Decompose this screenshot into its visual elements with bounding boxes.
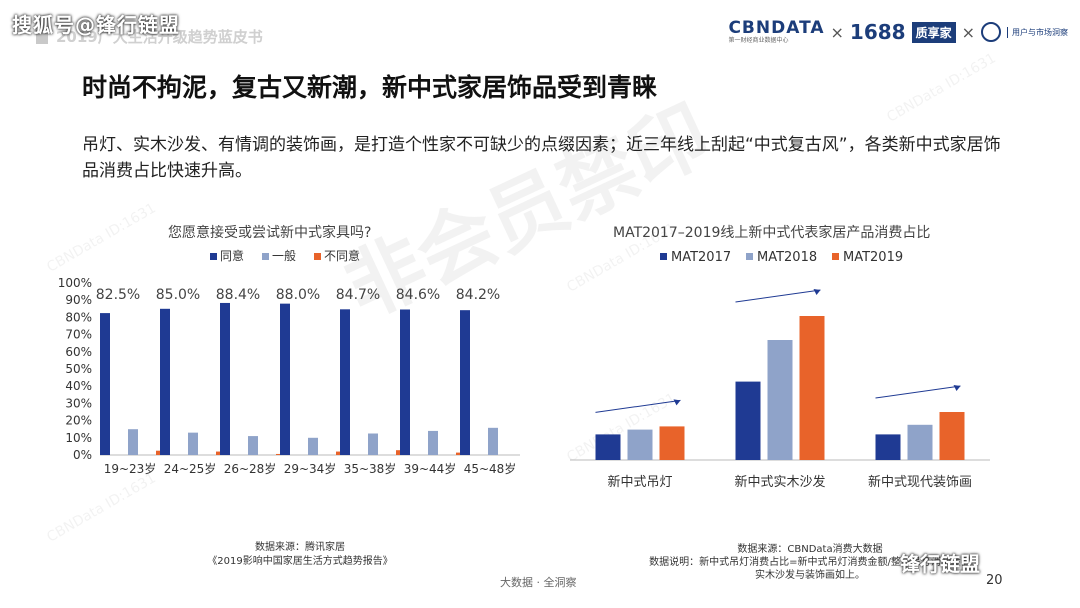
- logo-1688: 1688: [849, 20, 906, 44]
- left-chart: 同意 一般 不同意 0% 10% 20% 30% 40% 50% 60% 70% 80% 90% 100%…: [58, 248, 520, 476]
- page-title: 时尚不拘泥，复古又新潮，新中式家居饰品受到青睐: [82, 73, 658, 102]
- legend-label: 同意: [220, 248, 244, 263]
- y-tick-label: 10%: [65, 431, 92, 445]
- x-tick-label: 39~44岁: [404, 461, 457, 476]
- legend-swatch: [832, 253, 839, 260]
- y-tick-label: 90%: [65, 293, 92, 307]
- y-tick-label: 60%: [65, 345, 92, 359]
- legend-swatch: [660, 253, 667, 260]
- data-label: 84.6%: [396, 287, 440, 303]
- x-tick-label: 新中式实木沙发: [734, 474, 825, 490]
- page-number: 20: [986, 573, 1003, 588]
- times-icon: ×: [961, 22, 975, 42]
- bar-一般: [188, 432, 198, 455]
- x-tick-label: 45~48岁: [464, 461, 517, 476]
- x-tick-label: 新中式现代装饰画: [868, 474, 972, 490]
- cbndata-logo-text: CBNDATA: [728, 18, 825, 38]
- trend-arrow-line: [875, 385, 961, 399]
- left-source-line1: 数据来源：腾讯家居: [255, 542, 345, 553]
- cbndata-logo: CBNDATA 第一财经商业数据中心: [728, 18, 825, 45]
- bar-MAT2018: [627, 429, 653, 460]
- data-label: 88.0%: [276, 287, 320, 303]
- bar-一般: [428, 430, 438, 455]
- bar-同意: [460, 310, 470, 455]
- y-tick-label: 70%: [65, 328, 92, 342]
- legend-label: MAT2019: [843, 250, 903, 265]
- user-insight-logo: 用户与市场洞察: [1007, 26, 1068, 38]
- footer-tagline: 大数据 · 全洞察: [500, 576, 577, 589]
- trend-arrow-head: [953, 385, 961, 391]
- bar-同意: [160, 308, 170, 455]
- zhixiangjia-logo: 质享家: [911, 21, 956, 43]
- bar-同意: [340, 309, 350, 455]
- legend-swatch: [314, 253, 321, 260]
- bar-同意: [400, 309, 410, 455]
- report-title: 2019广大生活升级趋势蓝皮书: [56, 28, 263, 46]
- trend-arrow-line: [595, 399, 681, 413]
- right-chart-title: MAT2017–2019线上新中式代表家居产品消费占比: [613, 225, 931, 241]
- x-tick-label: 35~38岁: [344, 461, 397, 476]
- bar-同意: [220, 302, 230, 455]
- left-source-line2: 《2019影响中国家居生活方式趋势报告》: [207, 556, 393, 567]
- data-label: 88.4%: [216, 287, 260, 303]
- y-tick-label: 30%: [65, 396, 92, 410]
- trend-arrow-line: [735, 289, 821, 303]
- y-tick-label: 80%: [65, 310, 92, 324]
- legend-label: MAT2017: [671, 250, 731, 265]
- x-tick-label: 新中式吊灯: [607, 474, 672, 490]
- data-label: 84.7%: [336, 287, 380, 303]
- page-description: 吊灯、实木沙发、有情调的装饰画，是打造个性家不可缺少的点缀因素；近三年线上刮起“…: [82, 135, 1001, 181]
- legend-label: MAT2018: [757, 250, 817, 265]
- bar-一般: [308, 437, 318, 455]
- right-source-line3: 实木沙发与装饰画如上。: [755, 570, 865, 581]
- legend-label: 一般: [272, 248, 296, 263]
- bar-MAT2018: [907, 424, 933, 460]
- left-chart-title: 您愿意接受或尝试新中式家具吗?: [168, 225, 372, 241]
- bar-一般: [128, 429, 138, 455]
- id-watermark: CBNData ID:1631: [884, 50, 999, 126]
- bar-同意: [100, 313, 110, 455]
- data-label: 84.2%: [456, 287, 500, 303]
- right-source-line2: 数据说明：新中式吊灯消费占比=新中式吊灯消费金额/整体吊灯消费金额: [649, 557, 971, 568]
- data-label: 82.5%: [96, 287, 140, 303]
- bar-同意: [280, 303, 290, 455]
- x-tick-label: 24~25岁: [164, 461, 217, 476]
- bar-MAT2019: [799, 316, 825, 460]
- y-tick-label: 40%: [65, 379, 92, 393]
- cbndata-logo-sub: 第一财经商业数据中心: [728, 37, 789, 44]
- bar-MAT2018: [767, 340, 793, 460]
- bar-一般: [368, 433, 378, 455]
- legend-label: 不同意: [324, 248, 360, 263]
- bar-一般: [248, 436, 258, 455]
- x-tick-label: 26~28岁: [224, 461, 277, 476]
- legend-swatch: [746, 253, 753, 260]
- bar-MAT2019: [939, 412, 965, 460]
- y-tick-label: 100%: [58, 276, 92, 290]
- right-source-line1: 数据来源：CBNData消费大数据: [737, 544, 883, 555]
- y-tick-label: 50%: [65, 362, 92, 376]
- right-chart: MAT2017 MAT2018 MAT2019 新中式吊灯 新中式实木沙发 新中式现代装饰…: [570, 250, 990, 490]
- legend-swatch: [262, 253, 269, 260]
- bar-MAT2017: [875, 434, 901, 460]
- bar-一般: [488, 427, 498, 455]
- times-icon: ×: [830, 22, 844, 42]
- seal-icon: [981, 22, 1001, 42]
- footer-watermark: 锋行链盟: [900, 552, 980, 576]
- bar-MAT2019: [659, 426, 685, 460]
- trend-arrow-head: [813, 289, 821, 295]
- y-tick-label: 0%: [73, 448, 92, 462]
- y-tick-label: 20%: [65, 414, 92, 428]
- data-label: 85.0%: [156, 287, 200, 303]
- x-tick-label: 29~34岁: [284, 461, 337, 476]
- bar-MAT2017: [735, 381, 761, 460]
- header-marker: [36, 30, 48, 44]
- x-tick-label: 19~23岁: [104, 461, 157, 476]
- trend-arrow-head: [673, 399, 681, 406]
- partner-logos: CBNDATA 第一财经商业数据中心 × 1688 质享家 × 用户与市场洞察: [728, 18, 1068, 45]
- legend-swatch: [210, 253, 217, 260]
- bar-MAT2017: [595, 434, 621, 460]
- source-watermark: 搜狐号@锋行链盟: [12, 13, 180, 37]
